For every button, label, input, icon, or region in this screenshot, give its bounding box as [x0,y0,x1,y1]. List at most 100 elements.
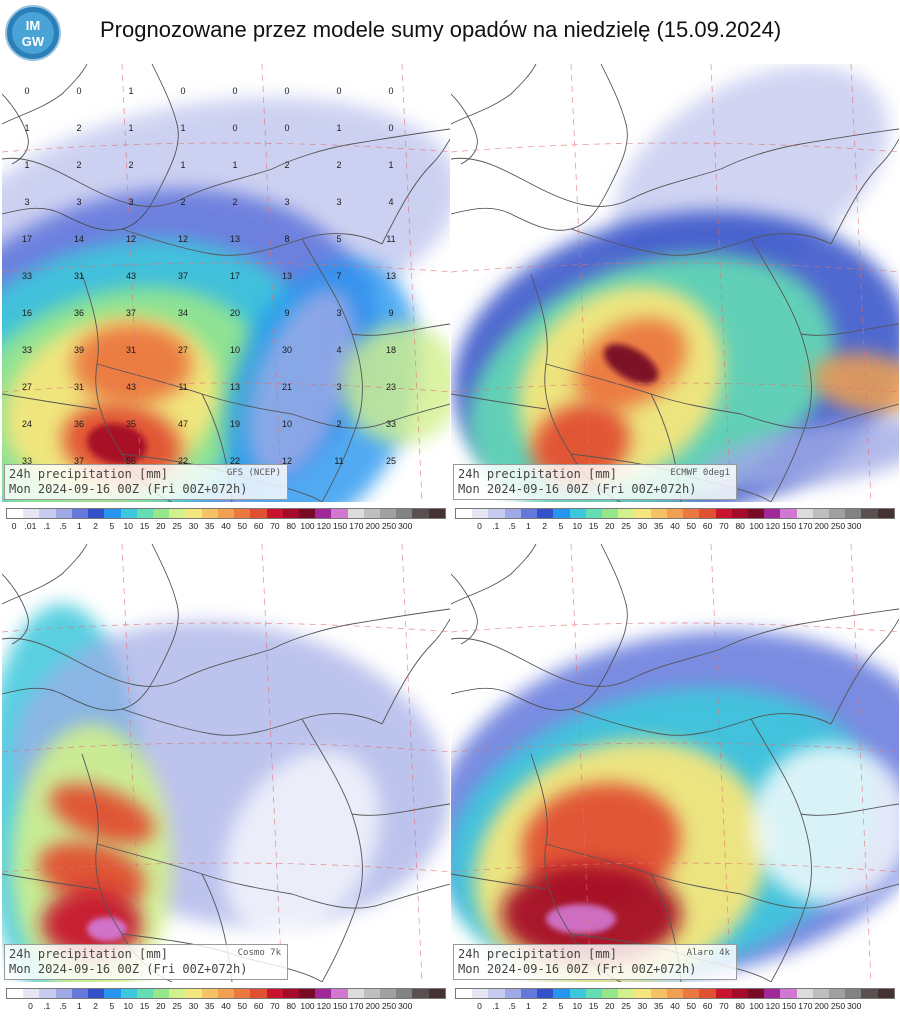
border-line [720,608,899,650]
scale-tick-label: 120 [765,1001,780,1011]
scale-swatch [201,509,218,518]
scale-swatch [380,509,397,518]
scale-tick-label: 60 [702,521,713,531]
scale-tick-label: 15 [588,521,599,531]
scale-tick-label: 300 [847,1001,862,1011]
scale-swatch [796,509,813,518]
border-line [2,544,88,605]
value-label: 2 [336,160,341,170]
value-label: 36 [74,419,84,429]
grid-line [2,142,450,153]
coast-line [451,573,478,645]
value-label: 3 [24,197,29,207]
scale-tick-label: 70 [719,1001,729,1011]
grid-line [451,142,899,153]
scale-tick-label: .5 [59,1001,67,1011]
grid-line [451,262,899,273]
scale-tick-label: 25 [172,1001,182,1011]
value-label: 33 [22,271,32,281]
border-line [740,883,899,909]
border-line [750,718,812,982]
scale-swatches [455,508,895,519]
scale-tick-label: 70 [270,521,280,531]
value-label: 12 [126,234,136,244]
grid-line [121,64,143,502]
value-label: 2 [232,197,237,207]
scale-tick-label: 50 [237,1001,248,1011]
scale-swatch [569,509,586,518]
precip-area [72,324,192,404]
precip-area [38,841,146,907]
value-label: 37 [178,271,188,281]
scale-tick-label: 1 [76,1001,82,1011]
value-label: 21 [282,382,292,392]
value-label: 33 [22,456,32,466]
border-line [301,238,363,502]
color-scale-left: 0.1.5 1 2 5 10 15 20 25 30 35 40 50 60 70 80 100 120 150 1… [2,986,450,1016]
scale-tick-label: 200 [814,521,829,531]
precip-area [87,917,127,941]
scale-swatch [412,509,429,518]
lat-lon-grid [451,64,899,502]
value-label: 43 [126,271,136,281]
scale-tick-label: 170 [798,521,813,531]
caption-valid-time: Mon 2024-09-16 00Z (Fri 00Z+072h) [9,482,248,496]
scale-swatch [650,989,667,998]
border-line [301,718,363,982]
scale-swatch [585,989,602,998]
color-scale-right: 0.1.5 1 2 5 10 15 20 25 30 35 40 50 60 70 80 100 120 150 1… [451,506,899,536]
border-line [545,363,742,415]
value-label: 1 [180,123,185,133]
grid-line [2,862,450,873]
country-borders [451,64,899,502]
border-line [451,64,537,125]
scale-tick-label: .1 [492,1001,500,1011]
grid-line [451,742,899,753]
value-label: 2 [180,197,185,207]
scale-tick-label: 20 [605,1001,615,1011]
scale-tick-label: 200 [365,521,380,531]
grid-line [570,544,592,982]
precipitation-field [451,630,899,982]
scale-tick-label: 100 [300,1001,315,1011]
scale-swatch [152,509,170,518]
scale-swatch [88,509,105,518]
scale-swatch [829,509,846,518]
value-label: 2 [128,160,133,170]
border-line [291,883,450,909]
scale-swatch [347,989,364,998]
scale-swatch [747,509,765,518]
grid-line [570,64,592,502]
scale-swatch [217,989,235,998]
grid-line [451,862,899,873]
page-title: Prognozowane przez modele sumy opadów na… [100,17,782,42]
scale-swatch [282,509,299,518]
gfs-value-grid: 0 0 1 0 0 0 0 01 2 1 1 0 0 1 01 2 2 1 1 2 2 13 3 3 2 2 3 3 417 14 12 12… [22,86,396,466]
value-label: 39 [74,345,84,355]
logo-text-bottom: GW [22,34,45,49]
scale-tick-label: 10 [123,1001,133,1011]
border-line [96,363,293,415]
value-label: 33 [22,345,32,355]
scale-swatch [585,509,602,518]
scale-tick-label: 150 [781,521,797,531]
border-line [451,637,722,687]
scale-ticks: 0.1.5 1 2 5 10 15 20 25 30 35 40 50 60 70 80 100 120 150 1… [455,1001,895,1015]
scale-swatch [812,989,830,998]
scale-swatch [23,509,40,518]
scale-swatch [601,989,619,998]
value-label: 47 [178,419,188,429]
scale-tick-label: 100 [300,521,315,531]
scale-tick-label: 80 [735,521,745,531]
scale-swatches [455,988,895,999]
scale-swatch [39,989,56,998]
scale-tick-label: 2 [93,521,98,531]
scale-tick-label: 35 [653,521,664,531]
scale-swatch [634,989,651,998]
scale-tick-label: .5 [508,1001,516,1011]
grid-line [451,382,899,393]
value-label: 0 [24,86,29,96]
lat-lon-grid [451,544,899,982]
value-label: 22 [230,456,240,466]
border-line [121,708,383,736]
